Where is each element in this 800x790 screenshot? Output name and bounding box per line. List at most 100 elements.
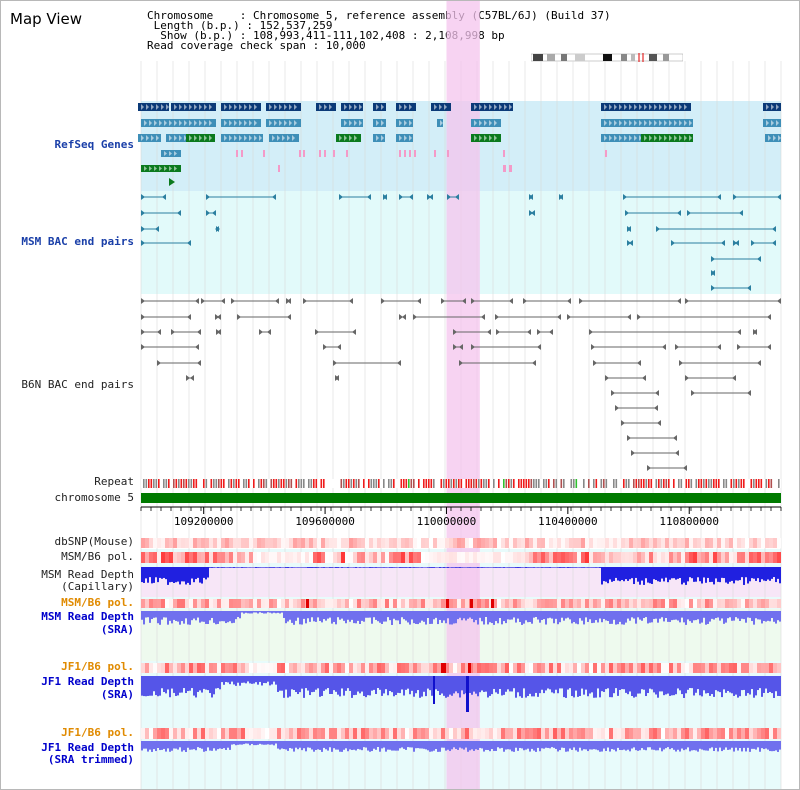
depth-bar xyxy=(483,741,485,752)
heat-cell xyxy=(169,538,173,548)
depth-bar xyxy=(495,611,497,622)
track-label-b6n-bac[interactable]: B6N BAC end pairs xyxy=(21,378,134,391)
heat-cell xyxy=(717,538,721,548)
depth-bar xyxy=(147,567,149,583)
heat-cell xyxy=(685,663,689,673)
track-label-refseq-genes[interactable]: RefSeq Genes xyxy=(54,138,134,151)
track-label-msm-b6-pol-sra[interactable]: MSM/B6 pol. xyxy=(61,596,134,609)
heat-cell xyxy=(637,663,641,673)
track-label-jf1-b6-pol[interactable]: JF1/B6 pol. xyxy=(61,660,134,673)
depth-bar xyxy=(753,741,755,749)
depth-bar xyxy=(643,741,645,750)
repeat-element xyxy=(760,479,763,488)
track-label-dbsnp[interactable]: dbSNP(Mouse) xyxy=(54,535,134,548)
depth-bar xyxy=(319,611,321,621)
depth-bar xyxy=(365,567,367,568)
heat-cell xyxy=(713,728,717,739)
heat-cell xyxy=(417,538,421,548)
heat-cell xyxy=(181,663,185,673)
repeat-element xyxy=(308,479,310,488)
heat-cell xyxy=(681,552,685,563)
depth-bar xyxy=(517,676,519,693)
b6n-bac-pair xyxy=(615,405,658,411)
depth-bar xyxy=(443,567,445,568)
track-label-jf1-depth-trimmed[interactable]: JF1 Read Depth xyxy=(41,741,134,754)
depth-bar xyxy=(173,567,175,583)
track-label-msm-depth-capillary[interactable]: MSM Read Depth xyxy=(41,568,134,581)
heat-cell xyxy=(397,663,401,673)
depth-bar xyxy=(637,741,639,751)
track-label-jf1-depth-sra[interactable]: JF1 Read Depth xyxy=(41,675,134,688)
depth-bar xyxy=(669,567,671,580)
depth-bar xyxy=(471,611,473,619)
heat-cell xyxy=(357,538,361,548)
strand-arrow xyxy=(381,120,384,126)
depth-bar xyxy=(739,567,741,581)
track-label-msm-bac[interactable]: MSM BAC end pairs xyxy=(21,235,134,248)
track-label-jf1-b6-pol-trimmed[interactable]: JF1/B6 pol. xyxy=(61,726,134,739)
heat-cell xyxy=(577,663,581,673)
repeat-element xyxy=(280,479,283,488)
strand-arrow xyxy=(209,135,212,141)
depth-bar xyxy=(699,741,701,749)
depth-bar xyxy=(685,567,687,585)
heat-cell xyxy=(665,599,669,608)
heat-cell xyxy=(325,552,329,563)
heat-cell xyxy=(165,728,169,739)
info-coverage-value: 10,000 xyxy=(325,39,366,52)
depth-bar xyxy=(623,567,625,582)
track-label-msm-depth-sra[interactable]: MSM Read Depth xyxy=(41,610,134,623)
strand-arrow xyxy=(224,135,227,141)
heat-cell xyxy=(433,728,437,739)
depth-bar xyxy=(727,741,729,750)
heat-cell xyxy=(429,728,433,739)
pair-end xyxy=(647,465,651,471)
refseq-row-4 xyxy=(161,150,181,157)
depth-bar xyxy=(423,741,425,749)
depth-bar xyxy=(355,741,357,751)
depth-bar xyxy=(769,567,771,581)
heat-cell xyxy=(421,538,425,548)
heat-cell xyxy=(769,538,773,548)
heat-cell xyxy=(505,728,509,739)
pair-end xyxy=(352,329,356,335)
depth-bar xyxy=(695,676,697,693)
heat-cell xyxy=(329,552,333,563)
depth-bar xyxy=(365,676,367,698)
depth-bar xyxy=(317,567,319,568)
depth-bar xyxy=(777,741,779,752)
heat-cell xyxy=(213,728,217,739)
depth-bar xyxy=(731,567,733,581)
depth-bar xyxy=(619,741,621,750)
depth-bar xyxy=(713,611,715,620)
track-label-chromosome[interactable]: chromosome 5 xyxy=(54,491,134,504)
depth-bar xyxy=(609,741,611,752)
heat-cell xyxy=(421,552,425,563)
repeat-element xyxy=(448,479,450,488)
msm-bac-pair xyxy=(687,210,743,216)
strand-arrow xyxy=(644,135,647,141)
pair-end xyxy=(717,194,721,200)
depth-bar xyxy=(547,676,549,689)
track-label-repeat[interactable]: Repeat xyxy=(94,475,134,488)
track-label-msm-b6-pol[interactable]: MSM/B6 pol. xyxy=(61,550,134,563)
depth-bar xyxy=(469,676,471,693)
repeat-element xyxy=(703,479,705,488)
depth-bar xyxy=(623,611,625,625)
depth-bar xyxy=(145,676,147,697)
depth-bar xyxy=(205,741,207,752)
heat-cell xyxy=(317,538,321,548)
depth-bar xyxy=(167,567,169,585)
depth-bar xyxy=(345,676,347,691)
depth-bar xyxy=(723,567,725,579)
depth-bar xyxy=(689,741,691,752)
depth-bar xyxy=(717,611,719,618)
depth-bar xyxy=(429,567,431,568)
depth-bar xyxy=(519,741,521,748)
strand-arrow xyxy=(778,135,781,141)
chromosome-ideogram[interactable] xyxy=(531,53,683,62)
depth-bar xyxy=(453,611,455,624)
pair-end xyxy=(757,256,761,262)
pair-end xyxy=(157,360,161,366)
